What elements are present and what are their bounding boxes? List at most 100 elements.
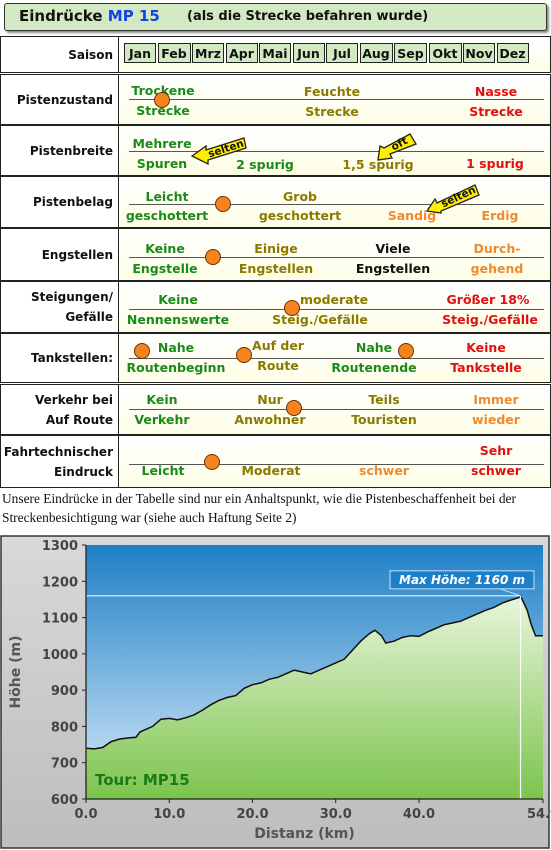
- option-bottom: 2 spurig: [236, 157, 294, 172]
- option-top: Immer: [473, 392, 519, 407]
- option-bottom: Strecke: [469, 104, 523, 119]
- y-tick-label: 800: [51, 720, 78, 735]
- option-top: Feuchte: [303, 84, 361, 99]
- rating-marker: [398, 343, 414, 359]
- option-bottom: Tankstelle: [450, 360, 522, 375]
- option-bottom: schwer: [471, 463, 521, 478]
- row-engstellen: Engstellen Keine Engstelle Einige Engste…: [0, 228, 551, 281]
- row-label: Verkehr bei Auf Route: [1, 385, 119, 434]
- row-label: Pistenbreite: [1, 126, 119, 175]
- arrow-tag-oft: oft: [377, 133, 417, 161]
- rating-marker: [204, 454, 220, 470]
- option-top: Kein: [146, 392, 178, 407]
- month-jun: Jun: [292, 43, 325, 63]
- row-fahrtechnik: Fahrtechnischer Eindruck Leicht Moderat s…: [0, 435, 551, 488]
- rating-marker: [134, 343, 150, 359]
- option-top: Viele: [375, 241, 411, 256]
- option-top: Mehrere: [132, 136, 192, 151]
- x-tick-label: 30.0: [320, 807, 352, 822]
- y-tick-label: 1000: [42, 648, 78, 663]
- month-jul: Jul: [326, 43, 358, 63]
- month-dez: Dez: [496, 43, 529, 63]
- annotation-pointer: [499, 588, 521, 597]
- row-label: Saison: [1, 37, 119, 72]
- option-bottom: Engstellen: [238, 261, 314, 276]
- row-label: Pistenbelag: [1, 177, 119, 227]
- row-label: Steigungen/Gefälle: [1, 282, 119, 332]
- y-tick-label: 1100: [42, 612, 78, 627]
- row-label: Engstellen: [1, 229, 119, 280]
- rating-marker: [284, 300, 300, 316]
- option-bottom: Verkehr: [134, 412, 190, 427]
- option-top: Nahe: [157, 340, 195, 355]
- option-bottom: Steig./Gefälle: [442, 312, 538, 327]
- row-pistenzustand: Pistenzustand Trockene Strecke Feuchte S…: [0, 74, 551, 125]
- option-top: Größer 18%: [446, 292, 530, 307]
- option-top: Nur: [257, 392, 283, 407]
- option-bottom: Nennenswerte: [126, 312, 230, 327]
- option-top: Keine: [158, 292, 198, 307]
- option-bottom: Steig./Gefälle: [272, 312, 368, 327]
- x-tick-label: 40.0: [403, 807, 435, 822]
- option-bottom: Anwohner: [234, 412, 306, 427]
- option-bottom: geschottert: [258, 208, 342, 223]
- option-bottom: wieder: [472, 412, 520, 427]
- option-top: Nahe: [355, 340, 393, 355]
- rating-marker: [286, 400, 302, 416]
- option-bottom: gehend: [470, 261, 524, 276]
- annotation-box: [389, 570, 535, 590]
- route-code: MP 15: [107, 7, 160, 25]
- option-top: Trockene: [131, 83, 195, 98]
- option-top: moderate: [299, 292, 369, 307]
- month-aug: Aug: [359, 43, 393, 63]
- row-steigungen: Steigungen/Gefälle Keine Nennenswerte mo…: [0, 281, 551, 333]
- header-title: Eindrücke MP 15: [19, 7, 160, 25]
- x-tick-label: 20.0: [236, 807, 268, 822]
- elevation-chart: Max Höhe: 1160 m 600 700 800 900 1000 1100 1200…: [0, 535, 551, 849]
- elevation-area: [86, 595, 543, 799]
- option-bottom: schwer: [359, 463, 409, 478]
- arrow-tag-selten: selten: [425, 184, 480, 214]
- month-sep: Sep: [394, 43, 427, 63]
- option-top: Leicht: [145, 189, 189, 204]
- x-tick-label: 0.0: [74, 807, 97, 822]
- rating-marker: [236, 347, 252, 363]
- svg-text:selten: selten: [439, 184, 477, 210]
- month-mrz: Mrz: [192, 43, 224, 63]
- option-bottom: Engstellen: [355, 261, 431, 276]
- month-nov: Nov: [463, 43, 495, 63]
- option-bottom: Routenbeginn: [126, 360, 226, 375]
- x-axis-label: Distanz (km): [254, 826, 355, 842]
- option-top: Keine: [466, 340, 506, 355]
- y-tick-label: 700: [51, 757, 78, 772]
- option-bottom: Touristen: [351, 412, 417, 427]
- option-bottom: Erdig: [481, 208, 519, 223]
- page-header: Eindrücke MP 15 (als die Strecke befahre…: [4, 3, 547, 31]
- rating-marker: [154, 92, 170, 108]
- max-height-annotation: Max Höhe: 1160 m: [399, 573, 525, 587]
- option-bottom: Sandig: [387, 208, 437, 223]
- option-top: Grob: [283, 189, 317, 204]
- row-pistenbreite: Pistenbreite Mehrere Spuren 2 spurig 1,5…: [0, 125, 551, 176]
- month-list: Jan Feb Mrz Apr Mai Jun Jul Aug Sep Okt …: [124, 43, 530, 63]
- svg-text:selten: selten: [207, 138, 246, 161]
- row-tankstellen: Tankstellen: Nahe Routenbeginn Auf der R…: [0, 333, 551, 383]
- option-top: Nasse: [474, 84, 518, 99]
- chart-title: Tour: MP15: [95, 771, 190, 789]
- row-verkehr: Verkehr bei Auf Route Kein Verkehr Nur An…: [0, 384, 551, 435]
- arrow-tag-selten: selten: [190, 137, 247, 166]
- option-bottom: Strecke: [305, 104, 359, 119]
- month-mai: Mai: [259, 43, 291, 63]
- y-tick-label: 600: [51, 793, 78, 808]
- month-jan: Jan: [124, 43, 156, 63]
- x-tick-label: 10.0: [153, 807, 185, 822]
- y-axis-label: Höhe (m): [8, 635, 24, 708]
- option-top: Keine: [145, 241, 185, 256]
- row-label: Tankstellen:: [1, 334, 119, 382]
- y-tick-label: 900: [51, 684, 78, 699]
- month-feb: Feb: [157, 43, 191, 63]
- row-pistenbelag: Pistenbelag Leicht geschottert Grob gesc…: [0, 176, 551, 228]
- row-label: Fahrtechnischer Eindruck: [1, 436, 119, 487]
- option-bottom: Route: [257, 358, 299, 373]
- header-subtitle: (als die Strecke befahren wurde): [187, 9, 429, 24]
